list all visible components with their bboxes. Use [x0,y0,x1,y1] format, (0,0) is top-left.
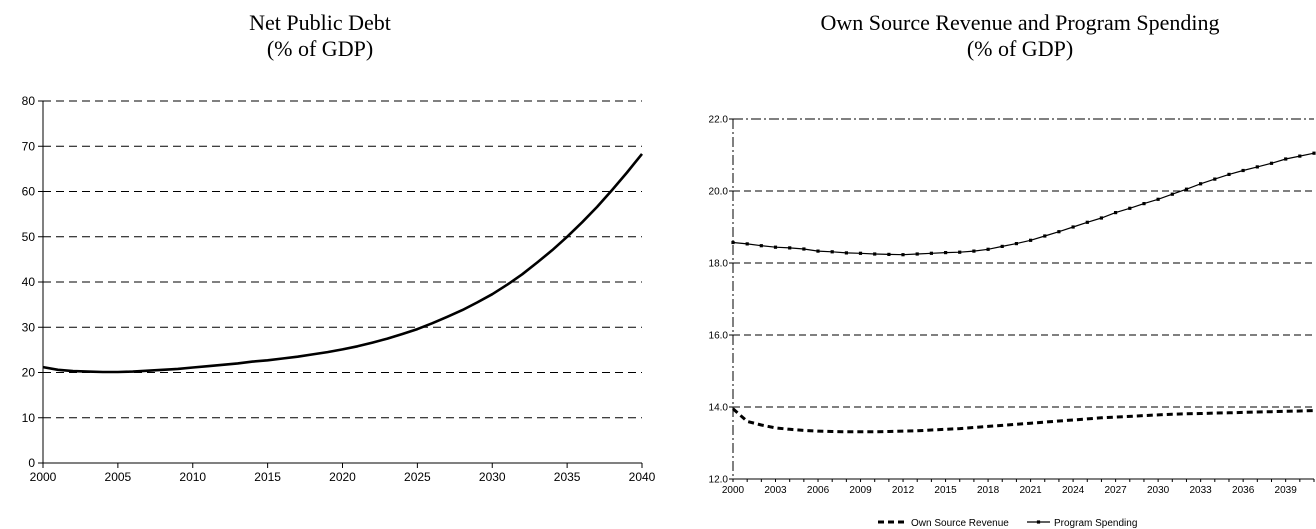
program-spending-line [732,152,1315,256]
legend-label-own-source-revenue: Own Source Revenue [911,518,1009,529]
x-tick-label: 2010 [179,470,206,484]
program-spending-point [1000,244,1004,248]
x-tick-label: 2021 [1019,485,1042,496]
program-spending-point [1227,172,1231,176]
x-tick-label: 2003 [764,485,787,496]
program-spending-point [972,249,976,253]
x-tick-label: 2009 [849,485,872,496]
program-spending-point [773,245,778,249]
x-tick-label: 2000 [722,485,745,496]
program-spending-point [958,250,962,254]
x-tick-label: 2012 [892,485,915,496]
program-spending-point [1071,225,1075,229]
chart-title-net-public-debt: Net Public Debt (% of GDP) [249,10,391,61]
program-spending-point [1114,211,1118,215]
legend-label-program-spending: Program Spending [1054,518,1137,529]
y-tick-label: 50 [22,230,36,244]
program-spending-point [1255,165,1259,169]
x-tick-label: 2024 [1062,485,1085,496]
program-spending-point [816,249,820,253]
y-tick-label: 0 [28,456,35,470]
program-spending-point [887,252,891,256]
program-spending-point [915,252,919,256]
program-spending-point [1269,161,1274,165]
program-spending-point [759,244,763,248]
y-tick-label: 60 [22,185,36,199]
program-spending-point [1085,220,1089,224]
program-spending-point [1128,206,1132,210]
program-spending-point [1029,238,1033,242]
net-public-debt-line [42,153,644,374]
x-tick-label: 2030 [1147,485,1170,496]
x-tick-label: 2033 [1190,485,1213,496]
chart-title-revenue-spending: Own Source Revenue and Program Spending … [820,10,1220,61]
program-spending-point [1241,168,1245,173]
own-source-revenue-line [732,407,1315,434]
y-tick-label: 80 [22,94,36,108]
x-tick-label: 2006 [807,485,830,496]
y-tick-label: 70 [22,139,36,153]
program-spending-point [929,251,933,255]
y-tick-label: 40 [22,275,36,289]
program-spending-point [1170,192,1174,196]
program-spending-point [1156,197,1160,201]
x-tick-label: 2000 [30,470,57,484]
program-spending-point [901,253,905,257]
program-spending-point [1284,157,1288,161]
x-tick-label: 2035 [554,470,581,484]
program-spending-point [1298,154,1302,158]
x-tick-label: 2040 [629,470,656,484]
y-tick-label: 20.0 [709,187,729,198]
y-tick-label: 14.0 [709,403,729,414]
program-spending-point [1057,230,1061,234]
x-tick-label: 2039 [1275,485,1298,496]
legend-marker-program-spending [1036,520,1041,524]
program-spending-point [1142,202,1146,206]
x-tick-label: 2018 [977,485,1000,496]
program-spending-point [858,251,863,255]
program-spending-point [873,252,877,256]
program-spending-point [731,240,735,245]
y-tick-label: 22.0 [709,115,729,126]
y-tick-label: 12.0 [709,475,729,486]
program-spending-point [745,242,749,246]
program-spending-point [1184,187,1189,191]
x-tick-label: 2015 [254,470,281,484]
program-spending-point [802,247,806,251]
program-spending-point [1043,234,1047,238]
x-tick-label: 2005 [105,470,132,484]
program-spending-point [1312,151,1316,155]
y-tick-label: 30 [22,320,36,334]
y-tick-label: 18.0 [709,259,729,270]
x-tick-label: 2030 [479,470,506,484]
x-tick-label: 2027 [1104,485,1127,496]
program-spending-point [1199,182,1203,186]
x-tick-label: 2036 [1232,485,1255,496]
program-spending-point [944,251,948,255]
y-tick-label: 20 [22,366,36,380]
program-spending-point [788,246,792,250]
x-tick-label: 2025 [404,470,431,484]
program-spending-point [830,250,834,254]
program-spending-point [1213,177,1217,181]
program-spending-point [1014,242,1018,246]
y-tick-label: 16.0 [709,331,729,342]
program-spending-point [986,247,990,251]
y-tick-label: 10 [22,411,36,425]
program-spending-point [844,251,848,255]
x-tick-label: 2015 [934,485,957,496]
program-spending-point [1099,216,1103,220]
x-tick-label: 2020 [329,470,356,484]
